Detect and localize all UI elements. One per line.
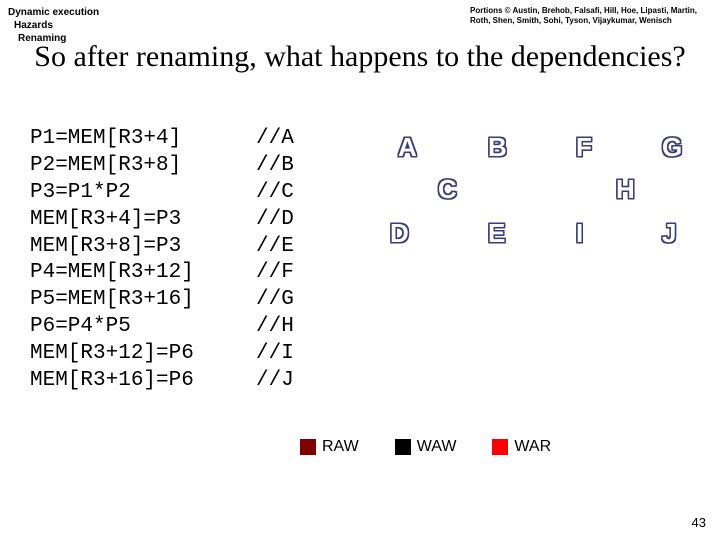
attribution-l2: Roth, Shen, Smith, Sohi, Tyson, Vijaykum… xyxy=(470,16,710,26)
legend-swatch xyxy=(492,439,508,455)
legend-item-waw: WAW xyxy=(395,438,457,456)
legend-label: WAR xyxy=(514,438,551,456)
node-G: GG xyxy=(662,132,682,163)
slide-title: So after renaming, what happens to the d… xyxy=(0,40,720,75)
node-C: CC xyxy=(438,174,457,205)
node-D: DD xyxy=(390,218,409,249)
nav-l1: Dynamic execution xyxy=(8,6,99,19)
code-block: P1=MEM[R3+4] P2=MEM[R3+8] P3=P1*P2 MEM[R… xyxy=(30,126,194,395)
node-I: II xyxy=(576,218,583,249)
legend-swatch xyxy=(395,439,411,455)
legend: RAW WAW WAR xyxy=(300,438,551,456)
node-H: HH xyxy=(616,174,635,205)
node-F: FF xyxy=(576,132,592,163)
node-E: EE xyxy=(488,218,505,249)
node-J: JJ xyxy=(662,218,676,249)
node-A: AA xyxy=(398,132,417,163)
legend-item-war: WAR xyxy=(492,438,551,456)
legend-label: WAW xyxy=(417,438,457,456)
node-B: BB xyxy=(488,132,507,163)
nav-l2: Hazards xyxy=(14,19,99,32)
legend-label: RAW xyxy=(322,438,359,456)
slide-number: 43 xyxy=(692,515,706,530)
attribution: Portions © Austin, Brehob, Falsafi, Hill… xyxy=(470,6,710,25)
attribution-l1: Portions © Austin, Brehob, Falsafi, Hill… xyxy=(470,6,710,16)
comment-block: //A //B //C //D //E //F //G //H //I //J xyxy=(256,126,294,395)
legend-swatch xyxy=(300,439,316,455)
legend-item-raw: RAW xyxy=(300,438,359,456)
dependency-graph: AA BB CC DD EE FF GG HH II JJ xyxy=(340,126,710,356)
